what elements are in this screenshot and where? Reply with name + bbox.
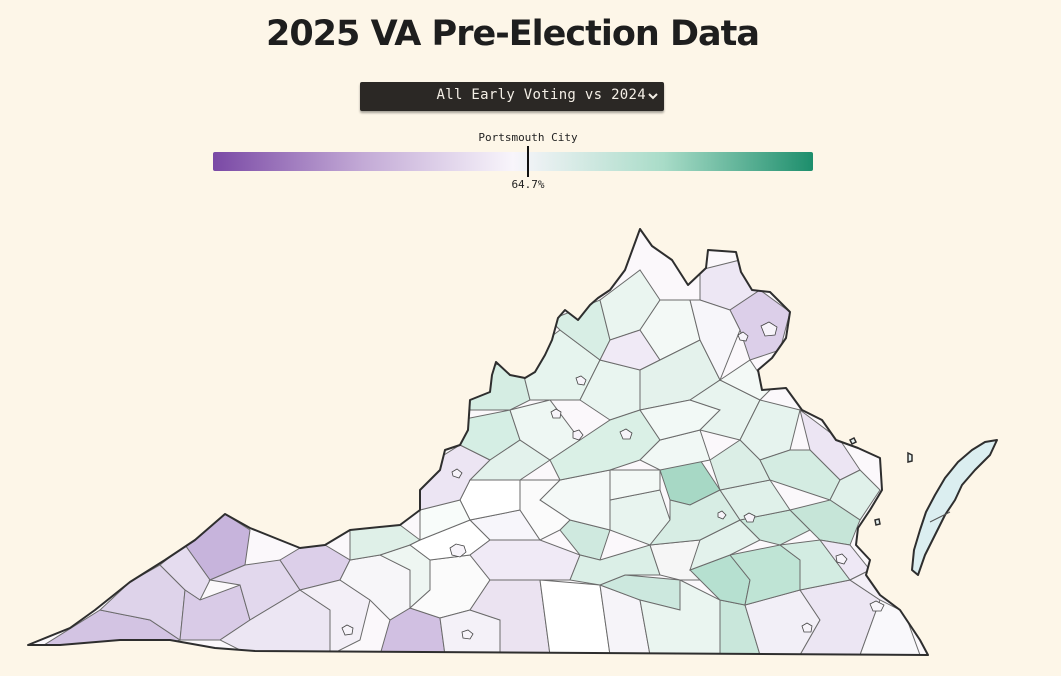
county-region[interactable] [469,539,581,581]
city-outline[interactable] [743,512,756,523]
legend-hover-region: Portsmouth City [478,131,578,144]
independent-cities[interactable] [341,321,885,640]
island [907,451,913,463]
city-outline[interactable] [835,553,848,565]
county-region[interactable] [468,439,551,481]
metric-select[interactable]: All Early Voting vs 2024 [360,82,664,111]
eastern-shore-county-line [929,511,951,523]
city-outline[interactable] [801,622,813,633]
chevron-down-icon [648,93,658,100]
legend-hover-value: 64.7% [511,178,545,191]
metric-select-value: All Early Voting vs 2024 [436,87,646,103]
county-region[interactable] [648,489,741,546]
city-outline[interactable] [760,321,778,337]
county-region[interactable] [639,429,711,471]
page-title: 2025 VA Pre-Election Data [265,14,760,54]
city-outline[interactable] [717,510,727,520]
city-outline[interactable] [869,600,885,612]
island [848,436,858,446]
county-region[interactable] [469,359,531,411]
city-outline[interactable] [341,624,354,636]
eastern-shore[interactable] [911,439,998,576]
county-region[interactable] [829,469,881,521]
city-outline[interactable] [461,629,474,640]
county-region[interactable] [689,299,741,382]
city-outline[interactable] [572,429,584,441]
city-outline[interactable] [451,468,463,479]
city-outline[interactable] [550,408,562,419]
county-region[interactable] [759,449,841,501]
virginia-mainland-outline [27,228,929,656]
county-region[interactable] [609,469,661,501]
county-region[interactable] [539,579,611,655]
city-outline[interactable] [737,331,749,342]
city-outline[interactable] [575,375,587,386]
county-region[interactable] [519,479,571,541]
county-region[interactable] [778,539,851,591]
city-outline[interactable] [619,428,633,440]
virginia-map[interactable] [0,220,1061,676]
island [874,518,881,526]
city-outline[interactable] [449,543,467,558]
legend-marker [527,146,529,177]
legend-color-scale [213,152,813,171]
